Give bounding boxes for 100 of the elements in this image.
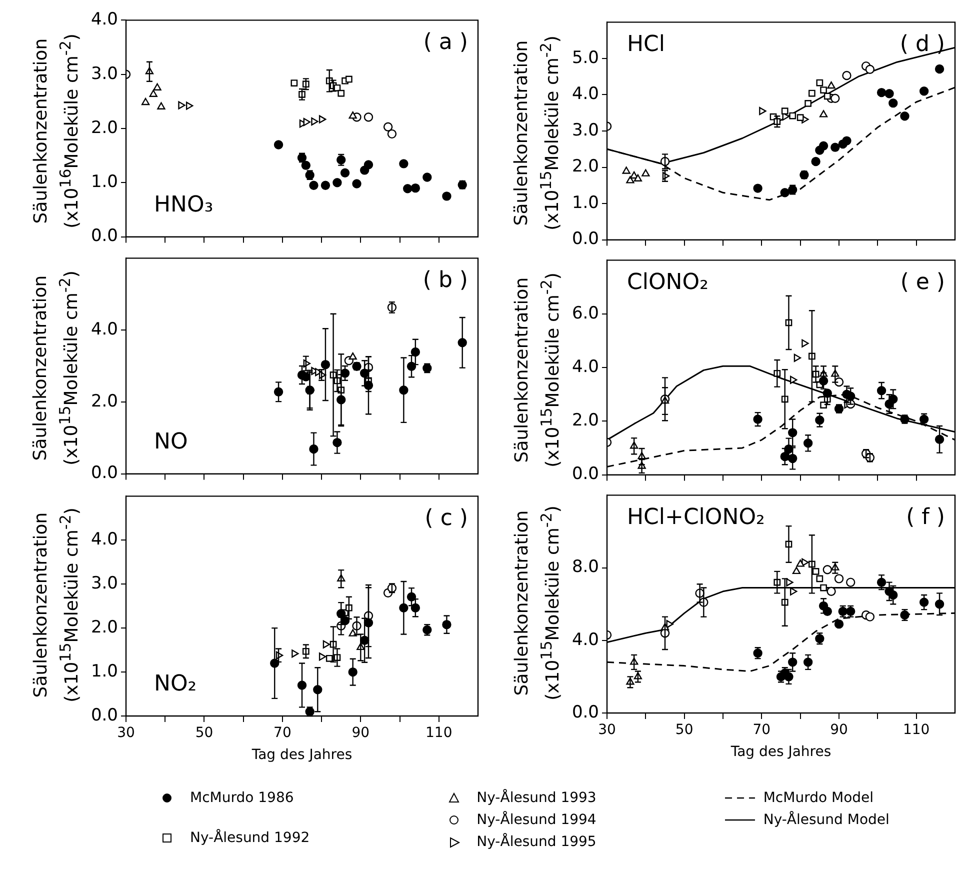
y-tick-label: 1.0 (90, 172, 118, 192)
point (318, 115, 326, 124)
y-tick-label: 2.0 (90, 118, 118, 138)
x-tick-label: 30 (598, 722, 616, 738)
point (348, 352, 357, 360)
point (410, 183, 420, 193)
point (186, 102, 194, 110)
point (318, 652, 326, 661)
y-tick-label: 3.0 (90, 574, 118, 594)
point (820, 86, 827, 94)
point (346, 76, 352, 83)
point (309, 180, 318, 190)
point (834, 619, 844, 629)
annotation: ( e ) (900, 270, 945, 295)
point (626, 176, 634, 184)
annotation: NO₂ (154, 672, 197, 697)
point (387, 129, 397, 139)
point (827, 81, 836, 89)
point (322, 640, 330, 648)
point (622, 166, 630, 174)
y-tick-label: 4.0 (90, 319, 118, 340)
y-tick-label: 6.0 (572, 303, 599, 324)
y-tick-label: 0.0 (572, 464, 599, 484)
y-tick-label: 3.0 (572, 120, 599, 140)
y-tick-label: 4.0 (572, 84, 599, 104)
point (792, 566, 801, 574)
y-tick-label: 2.0 (90, 618, 118, 638)
y-tick-label: 2.0 (572, 156, 599, 177)
annotation: HNO₃ (154, 192, 214, 218)
y-tick-label: 0.0 (90, 226, 118, 246)
legend-label: McMurdo Model (763, 790, 874, 806)
legend-label: Ny-Ålesund Model (763, 812, 890, 828)
y-tick-label: 3.0 (90, 64, 118, 84)
x-tick-label: 70 (274, 725, 292, 742)
x-tick-label: 90 (830, 722, 848, 738)
point (666, 620, 674, 628)
y-tick-label: 2.0 (90, 391, 118, 412)
point (796, 560, 804, 567)
x-tick-label: 50 (675, 722, 694, 738)
y-tick-label: 4.0 (90, 530, 118, 550)
y-tick-label: 4.0 (572, 630, 599, 650)
point (141, 98, 150, 106)
point (796, 114, 804, 122)
point (802, 339, 809, 348)
point (303, 118, 311, 126)
y-tick-label: 5.0 (572, 48, 599, 68)
point (642, 169, 650, 176)
point (834, 377, 844, 387)
point (834, 574, 844, 584)
y-tick-label: 4.0 (90, 10, 118, 30)
point (338, 90, 345, 97)
y-tick-label: 1.0 (572, 192, 599, 213)
legend-label: Ny-Ålesund 1992 (190, 830, 310, 846)
point (804, 100, 812, 107)
x-axis-title: Tag des Jahres (730, 744, 832, 760)
point (759, 106, 766, 116)
point (818, 141, 828, 150)
point (865, 612, 875, 622)
point (786, 578, 794, 586)
point (824, 92, 831, 100)
point (422, 172, 432, 182)
point (290, 80, 298, 86)
point (149, 90, 158, 97)
x-tick-label: 110 (426, 725, 452, 742)
point (819, 110, 828, 118)
point (846, 578, 856, 587)
point (352, 179, 362, 188)
x-tick-label: 50 (195, 725, 214, 742)
annotation: ( f ) (906, 504, 945, 530)
point (292, 650, 299, 658)
point (790, 587, 798, 596)
legend-label: Ny-Ålesund 1994 (476, 812, 596, 828)
point (865, 64, 875, 74)
point (403, 184, 412, 194)
x-tick-label: 70 (752, 722, 771, 738)
y-tick-label: 2.0 (572, 410, 599, 431)
point (383, 122, 393, 132)
point (311, 117, 318, 126)
legend-label: McMurdo 1986 (190, 790, 294, 806)
point (884, 89, 894, 98)
point (794, 354, 802, 362)
point (808, 90, 816, 97)
y-tick-label: 0.0 (90, 463, 118, 484)
x-tick-label: 30 (117, 725, 135, 742)
x-tick-label: 110 (902, 722, 930, 738)
annotation: ( b ) (422, 268, 468, 293)
point (816, 575, 824, 582)
legend-label: Ny-Ålesund 1993 (476, 790, 596, 806)
point (340, 168, 350, 178)
annotation: HCl (627, 32, 666, 57)
legend-label: Ny-Ålesund 1995 (476, 834, 596, 850)
point (876, 88, 886, 98)
annotation: ClONO₂ (627, 270, 708, 295)
point (812, 568, 820, 575)
point (364, 160, 374, 170)
point (830, 142, 840, 152)
y-tick-label: 0.0 (90, 705, 118, 726)
point (888, 98, 898, 108)
point (157, 102, 166, 110)
point (830, 94, 840, 103)
